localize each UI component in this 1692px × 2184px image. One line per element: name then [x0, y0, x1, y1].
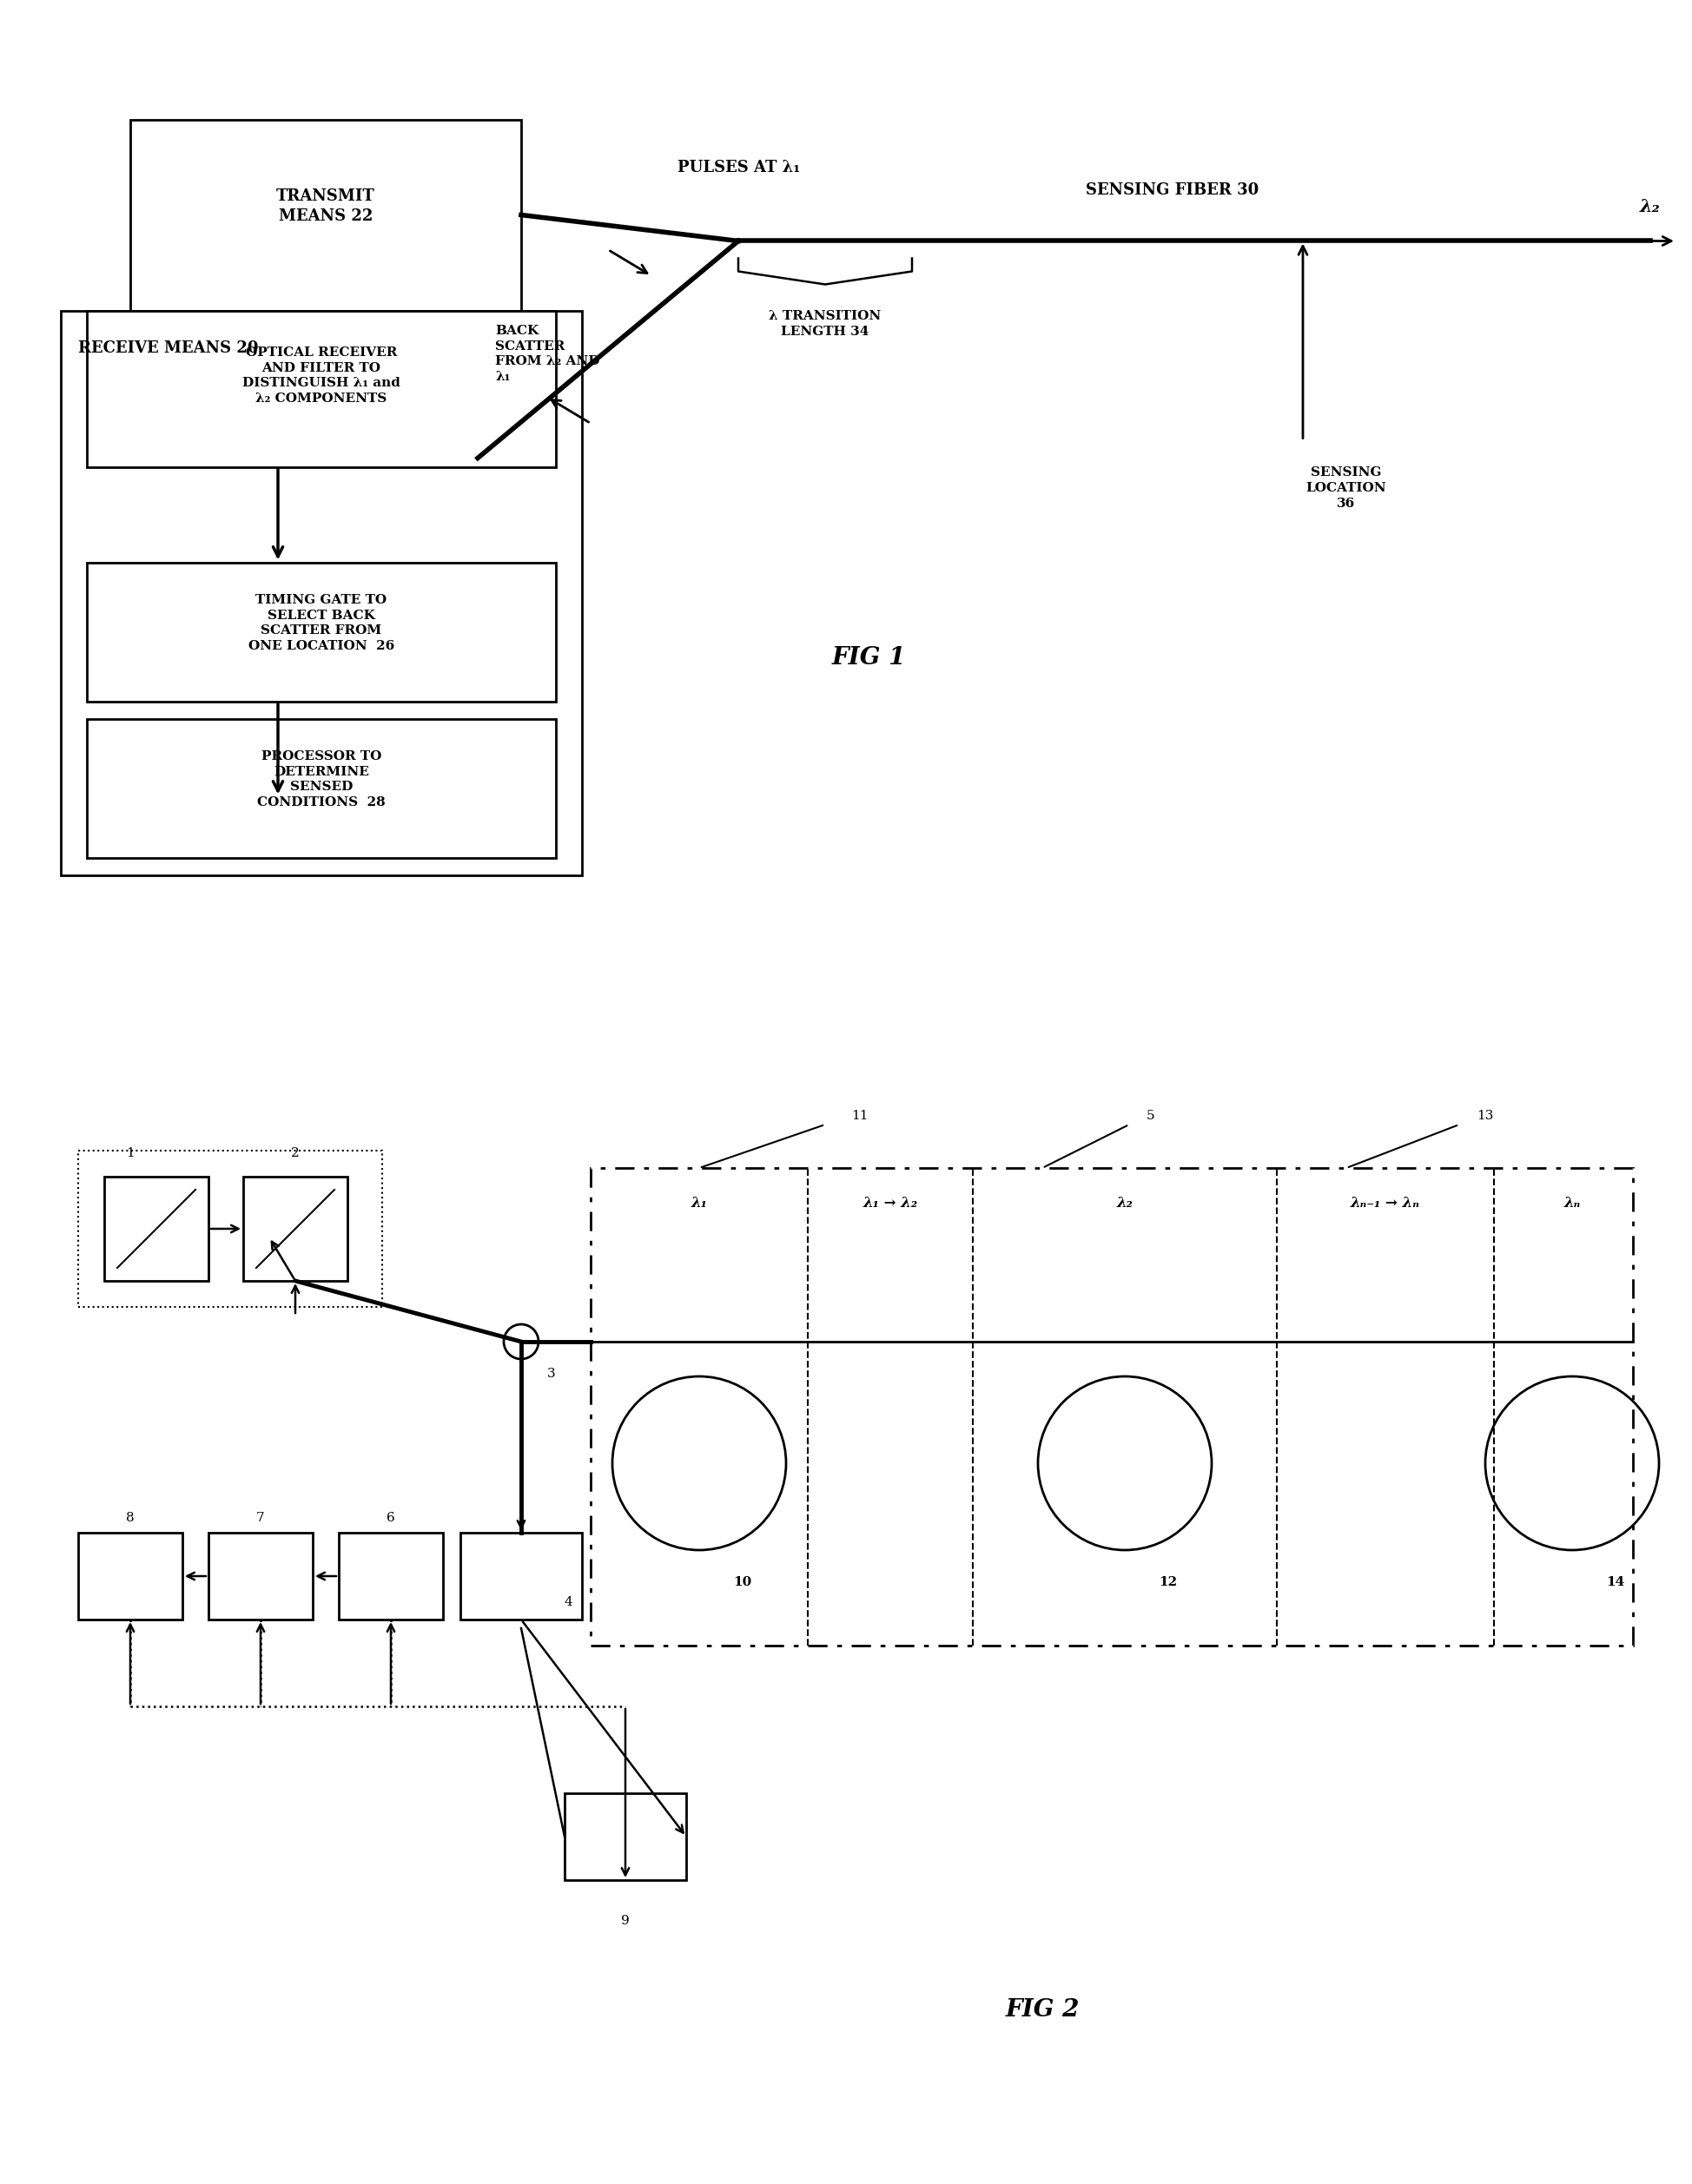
Text: BACK
SCATTER
FROM λ₂ AND
λ₁: BACK SCATTER FROM λ₂ AND λ₁ [494, 325, 599, 382]
Text: 14: 14 [1606, 1577, 1624, 1588]
Text: 6: 6 [386, 1511, 394, 1524]
Text: 12: 12 [1159, 1577, 1178, 1588]
FancyBboxPatch shape [338, 1533, 443, 1621]
Text: 2: 2 [291, 1147, 299, 1160]
FancyBboxPatch shape [86, 310, 555, 467]
Text: λ TRANSITION
LENGTH 34: λ TRANSITION LENGTH 34 [768, 310, 882, 339]
FancyBboxPatch shape [591, 1168, 1633, 1645]
Text: FIG 2: FIG 2 [1005, 1998, 1079, 2022]
Text: λ₁: λ₁ [690, 1195, 707, 1210]
FancyBboxPatch shape [244, 1177, 347, 1280]
FancyBboxPatch shape [208, 1533, 313, 1621]
FancyBboxPatch shape [130, 120, 521, 310]
FancyBboxPatch shape [565, 1793, 685, 1880]
Text: 4: 4 [565, 1597, 574, 1607]
Text: 8: 8 [125, 1511, 134, 1524]
FancyBboxPatch shape [86, 719, 555, 858]
Text: 7: 7 [255, 1511, 264, 1524]
Text: 5: 5 [1145, 1109, 1154, 1123]
Text: λₙ₋₁ → λₙ: λₙ₋₁ → λₙ [1350, 1195, 1420, 1210]
Text: 1: 1 [125, 1147, 134, 1160]
Text: λ₁ → λ₂: λ₁ → λ₂ [863, 1195, 917, 1210]
Text: λₙ: λₙ [1563, 1195, 1580, 1210]
Text: TIMING GATE TO
SELECT BACK
SCATTER FROM
ONE LOCATION  26: TIMING GATE TO SELECT BACK SCATTER FROM … [249, 594, 394, 653]
Text: SENSING FIBER 30: SENSING FIBER 30 [1086, 181, 1259, 197]
FancyBboxPatch shape [78, 1533, 183, 1621]
Text: PULSES AT λ₁: PULSES AT λ₁ [677, 159, 800, 175]
Text: PROCESSOR TO
DETERMINE
SENSED
CONDITIONS  28: PROCESSOR TO DETERMINE SENSED CONDITIONS… [257, 749, 386, 808]
Text: TRANSMIT
MEANS 22: TRANSMIT MEANS 22 [276, 188, 376, 225]
Text: 9: 9 [621, 1915, 629, 1926]
Text: FIG 1: FIG 1 [831, 646, 905, 670]
Text: 10: 10 [733, 1577, 751, 1588]
Text: OPTICAL RECEIVER
AND FILTER TO
DISTINGUISH λ₁ and
λ₂ COMPONENTS: OPTICAL RECEIVER AND FILTER TO DISTINGUI… [242, 347, 399, 404]
Text: λ₂: λ₂ [1117, 1195, 1132, 1210]
FancyBboxPatch shape [460, 1533, 582, 1621]
FancyBboxPatch shape [105, 1177, 208, 1280]
Text: SENSING
LOCATION
36: SENSING LOCATION 36 [1306, 467, 1386, 509]
FancyBboxPatch shape [86, 561, 555, 701]
Text: 13: 13 [1475, 1109, 1492, 1123]
Text: 3: 3 [547, 1367, 555, 1380]
Text: λ₂: λ₂ [1640, 197, 1660, 214]
FancyBboxPatch shape [61, 310, 582, 876]
Text: 11: 11 [851, 1109, 868, 1123]
Text: RECEIVE MEANS 20: RECEIVE MEANS 20 [78, 341, 259, 356]
